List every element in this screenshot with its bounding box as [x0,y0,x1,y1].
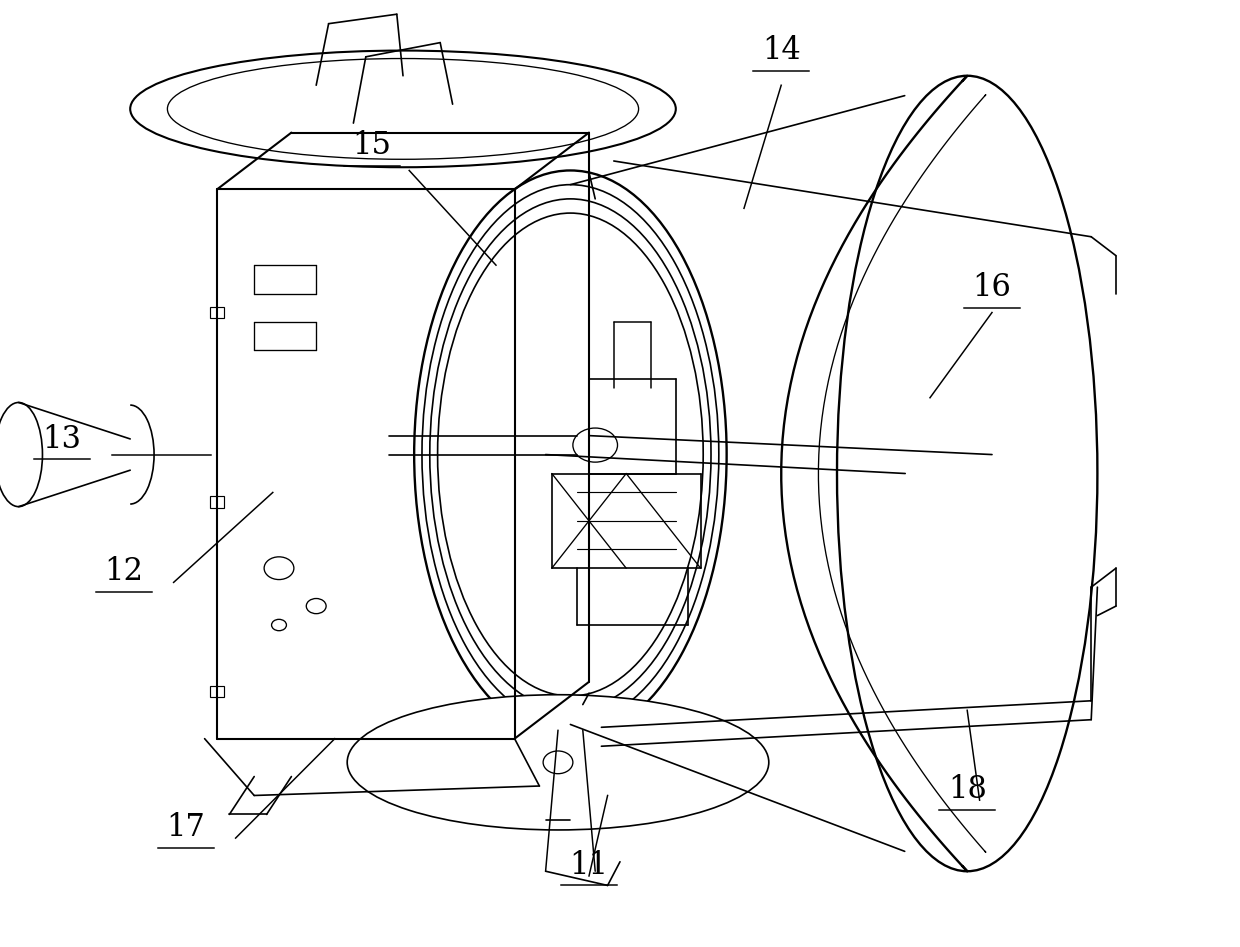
Text: 16: 16 [972,272,1012,303]
Text: 18: 18 [947,774,987,805]
Text: 13: 13 [42,423,82,455]
Ellipse shape [130,50,676,168]
Bar [210,307,224,318]
Bar [210,686,224,697]
Ellipse shape [347,695,769,830]
Text: 12: 12 [104,556,144,587]
Text: 11: 11 [569,849,609,881]
Ellipse shape [0,402,42,507]
Text: 14: 14 [761,35,801,66]
Text: 15: 15 [352,130,392,161]
Text: 17: 17 [166,812,206,843]
Bar [210,496,224,508]
